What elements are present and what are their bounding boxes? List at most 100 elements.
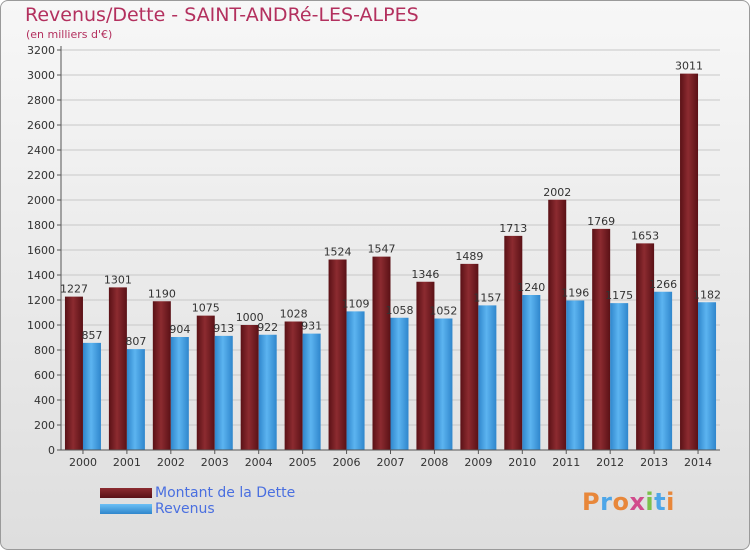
- data-label-revenus: 1175: [605, 289, 633, 302]
- x-tick-label: 2000: [69, 456, 97, 469]
- x-tick-label: 2009: [464, 456, 492, 469]
- bar-dette: [592, 228, 611, 450]
- data-label-dette: 1524: [324, 246, 352, 259]
- data-label-dette: 1227: [60, 283, 88, 296]
- bar-dette: [64, 296, 83, 450]
- data-label-revenus: 1157: [473, 291, 501, 304]
- x-tick-label: 2008: [420, 456, 448, 469]
- chart-title: Revenus/Dette - SAINT-ANDRé-LES-ALPES: [25, 4, 419, 26]
- data-label-revenus: 1182: [693, 288, 721, 301]
- legend-swatch-dette: [100, 488, 152, 498]
- data-label-revenus: 1266: [649, 278, 677, 291]
- data-label-dette: 1346: [411, 268, 439, 281]
- data-label-dette: 1301: [104, 273, 132, 286]
- bars: [64, 73, 717, 450]
- logo-letter: x: [629, 488, 646, 516]
- y-tick-label: 2800: [27, 94, 55, 107]
- y-tick-label: 2200: [27, 169, 55, 182]
- data-label-revenus: 857: [81, 329, 102, 342]
- bar-dette: [108, 287, 127, 450]
- data-label-revenus: 1058: [386, 304, 414, 317]
- bar-revenus: [126, 349, 145, 450]
- x-tick-label: 2010: [508, 456, 536, 469]
- bar-dette: [460, 263, 479, 450]
- data-label-dette: 1489: [455, 250, 483, 263]
- bar-revenus: [82, 342, 101, 450]
- y-tick-label: 3200: [27, 44, 55, 57]
- data-label-dette: 1547: [368, 243, 396, 256]
- data-label-dette: 1028: [280, 308, 308, 321]
- legend-label-revenus: Revenus: [155, 501, 215, 517]
- x-tick-label: 2002: [157, 456, 185, 469]
- data-label-revenus: 931: [301, 320, 322, 333]
- data-label-dette: 1000: [236, 311, 264, 324]
- logo-letter: t: [654, 488, 667, 516]
- data-label-dette: 1075: [192, 302, 220, 315]
- bar-revenus: [522, 295, 541, 450]
- y-tick-label: 800: [34, 344, 55, 357]
- y-tick-label: 2400: [27, 144, 55, 157]
- bar-revenus: [390, 317, 409, 450]
- bar-dette: [284, 321, 303, 450]
- data-label-dette: 1653: [631, 229, 659, 242]
- bar-dette: [680, 73, 699, 450]
- bar-revenus: [566, 300, 585, 450]
- x-tick-label: 2001: [113, 456, 141, 469]
- y-tick-label: 1600: [27, 244, 55, 257]
- y-tick-label: 1800: [27, 219, 55, 232]
- bar-revenus: [346, 311, 365, 450]
- bar-revenus: [478, 305, 497, 450]
- x-tick-label: 2006: [333, 456, 361, 469]
- x-tick-label: 2012: [596, 456, 624, 469]
- x-tick-label: 2004: [245, 456, 273, 469]
- chart-subtitle: (en milliers d'€): [26, 28, 113, 41]
- bar-dette: [504, 235, 523, 450]
- data-label-revenus: 807: [125, 335, 146, 348]
- y-tick-label: 0: [48, 444, 55, 457]
- y-tick-label: 2000: [27, 194, 55, 207]
- bar-revenus: [214, 335, 233, 450]
- x-tick-label: 2011: [552, 456, 580, 469]
- data-label-dette: 3011: [675, 60, 703, 73]
- data-label-revenus: 1240: [517, 281, 545, 294]
- bar-revenus: [654, 291, 673, 450]
- x-tick-label: 2014: [684, 456, 712, 469]
- bar-revenus: [302, 333, 321, 450]
- x-tick-label: 2005: [289, 456, 317, 469]
- x-tick-label: 2013: [640, 456, 668, 469]
- bar-dette: [152, 301, 171, 450]
- bar-dette: [196, 315, 215, 450]
- data-label-revenus: 913: [213, 322, 234, 335]
- bar-revenus: [170, 337, 189, 450]
- data-label-revenus: 922: [257, 321, 278, 334]
- y-tick-label: 3000: [27, 69, 55, 82]
- y-tick-label: 1200: [27, 294, 55, 307]
- bar-dette: [240, 325, 259, 450]
- axes: 0 200 400 600 800 1000 1200 1400 1600 1800 2000 220…: [27, 44, 720, 469]
- logo-letter: o: [612, 488, 630, 516]
- data-label-dette: 2002: [543, 186, 571, 199]
- y-tick-label: 200: [34, 419, 55, 432]
- data-label-dette: 1190: [148, 287, 176, 300]
- proxiti-logo: Proxiti: [582, 488, 675, 516]
- bar-revenus: [258, 334, 277, 450]
- bar-revenus: [610, 303, 629, 450]
- data-label-revenus: 1109: [342, 297, 370, 310]
- data-label-dette: 1769: [587, 215, 615, 228]
- bar-dette: [636, 243, 655, 450]
- data-label-revenus: 904: [169, 323, 190, 336]
- data-label-revenus: 1052: [429, 305, 457, 318]
- logo-letter: r: [600, 488, 613, 516]
- y-tick-label: 1400: [27, 269, 55, 282]
- data-label-dette: 1713: [499, 222, 527, 235]
- bar-revenus: [698, 302, 717, 450]
- legend-label-dette: Montant de la Dette: [155, 485, 296, 501]
- bar-revenus: [434, 318, 453, 450]
- y-tick-label: 400: [34, 394, 55, 407]
- logo-letter: i: [645, 488, 655, 516]
- bar-dette: [548, 199, 567, 450]
- data-label-revenus: 1196: [561, 287, 589, 300]
- logo-letter: P: [582, 488, 601, 516]
